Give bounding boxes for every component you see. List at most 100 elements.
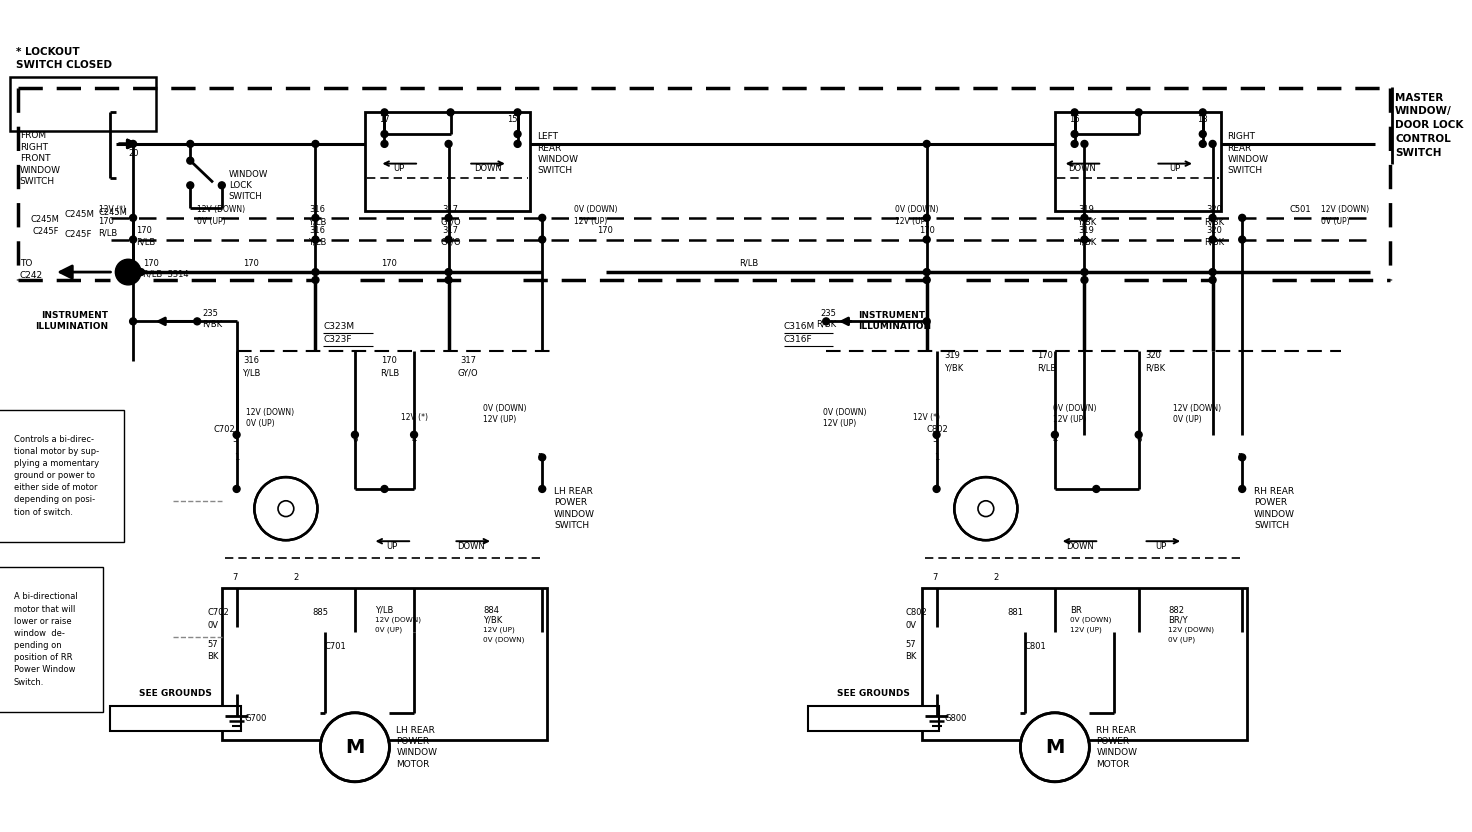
Text: 316: 316 [309, 206, 325, 215]
Text: Y/BK: Y/BK [1078, 217, 1097, 226]
Circle shape [115, 260, 141, 285]
Text: R/LB: R/LB [99, 228, 118, 237]
Text: DOWN: DOWN [474, 164, 502, 173]
Text: 316: 316 [243, 356, 259, 365]
Circle shape [1209, 276, 1216, 284]
Text: 0V: 0V [208, 621, 218, 630]
Text: R/LB: R/LB [380, 368, 399, 377]
Circle shape [1020, 713, 1089, 782]
Text: C802: C802 [927, 425, 948, 434]
Text: C801: C801 [1025, 642, 1047, 651]
Text: 12V (UP): 12V (UP) [895, 217, 929, 226]
Text: 170: 170 [143, 259, 159, 268]
Text: 12V (UP): 12V (UP) [483, 626, 515, 633]
Text: Y/BK: Y/BK [483, 616, 502, 625]
Text: R/LB: R/LB [135, 238, 156, 247]
Text: 320: 320 [1207, 226, 1223, 235]
Circle shape [1209, 141, 1216, 147]
Circle shape [1092, 486, 1100, 493]
Circle shape [187, 141, 194, 147]
Text: 317: 317 [443, 206, 459, 215]
Circle shape [137, 269, 144, 275]
Text: 16: 16 [1069, 115, 1080, 124]
Text: * LOCKOUT
SWITCH CLOSED: * LOCKOUT SWITCH CLOSED [16, 47, 112, 71]
Text: 12V (UP): 12V (UP) [1052, 415, 1086, 424]
Circle shape [1080, 141, 1088, 147]
Circle shape [218, 182, 225, 189]
Text: 0V (UP): 0V (UP) [246, 419, 275, 428]
Text: C802: C802 [905, 607, 927, 617]
Text: UP: UP [1156, 542, 1167, 551]
Text: G700: G700 [244, 714, 266, 723]
Circle shape [1072, 131, 1078, 137]
Text: DOOR LOCK: DOOR LOCK [1395, 121, 1463, 131]
Circle shape [923, 141, 930, 147]
Text: 6: 6 [352, 435, 358, 444]
Text: TO
C242: TO C242 [19, 259, 43, 280]
Text: R/BK: R/BK [202, 319, 222, 329]
Circle shape [381, 131, 389, 137]
Text: Y/LB: Y/LB [243, 368, 261, 377]
Circle shape [1200, 131, 1206, 137]
Text: RIGHT
REAR
WINDOW
SWITCH: RIGHT REAR WINDOW SWITCH [1228, 132, 1269, 176]
Circle shape [977, 501, 994, 517]
Text: 0V (DOWN): 0V (DOWN) [1052, 404, 1097, 413]
Text: 170: 170 [135, 226, 152, 235]
Text: GY/O: GY/O [458, 368, 478, 377]
Text: 18: 18 [1197, 115, 1209, 124]
Circle shape [187, 182, 194, 189]
Text: 170: 170 [1038, 351, 1052, 360]
Text: 7: 7 [932, 573, 938, 582]
Circle shape [445, 269, 452, 275]
Circle shape [445, 215, 452, 221]
Text: GY/O: GY/O [440, 238, 461, 247]
Text: 12V (DOWN): 12V (DOWN) [246, 408, 294, 417]
Circle shape [1209, 215, 1216, 221]
Text: 1: 1 [933, 453, 939, 462]
Circle shape [233, 431, 240, 438]
Text: C245M: C245M [65, 210, 94, 220]
Text: 12V (*): 12V (*) [913, 414, 941, 423]
Circle shape [539, 215, 546, 221]
Text: 2: 2 [293, 573, 299, 582]
Text: FROM
RIGHT
FRONT
WINDOW
SWITCH: FROM RIGHT FRONT WINDOW SWITCH [19, 131, 60, 186]
Text: 170: 170 [381, 356, 397, 365]
Text: R/LB  S314: R/LB S314 [143, 270, 188, 279]
Text: 1: 1 [234, 453, 240, 462]
Circle shape [514, 109, 521, 116]
Text: 235: 235 [820, 309, 836, 318]
Text: 0V (UP): 0V (UP) [375, 626, 402, 633]
Text: 57: 57 [905, 640, 916, 649]
Text: MASTER: MASTER [1395, 92, 1443, 102]
Text: RH REAR
POWER
WINDOW
SWITCH: RH REAR POWER WINDOW SWITCH [1254, 487, 1295, 530]
Circle shape [954, 477, 1017, 540]
Text: 2: 2 [994, 573, 998, 582]
Text: C323F: C323F [324, 334, 352, 344]
Text: 0V (DOWN): 0V (DOWN) [574, 206, 617, 215]
Bar [808, 706, 939, 731]
Bar [1055, 112, 1220, 211]
Text: 0V (DOWN): 0V (DOWN) [1070, 617, 1111, 623]
Text: 7: 7 [233, 573, 237, 582]
Circle shape [1200, 109, 1206, 116]
Circle shape [312, 215, 319, 221]
Circle shape [923, 276, 930, 284]
Text: D: D [124, 267, 132, 277]
Circle shape [1135, 431, 1142, 438]
Text: 170: 170 [919, 226, 935, 235]
Circle shape [130, 236, 137, 243]
Circle shape [233, 486, 240, 493]
Text: 170: 170 [243, 259, 259, 268]
Text: 12V (DOWN): 12V (DOWN) [1173, 404, 1222, 413]
Text: LH REAR
POWER
WINDOW
MOTOR: LH REAR POWER WINDOW MOTOR [396, 726, 437, 769]
Text: 3: 3 [932, 435, 938, 444]
Text: C316M: C316M [783, 322, 815, 331]
Circle shape [1135, 109, 1142, 116]
Text: C702: C702 [213, 425, 236, 434]
Text: C245M: C245M [99, 208, 128, 217]
Circle shape [255, 477, 318, 540]
Bar [110, 706, 240, 731]
Circle shape [381, 109, 389, 116]
Text: C245F: C245F [65, 230, 91, 239]
Circle shape [923, 318, 930, 324]
